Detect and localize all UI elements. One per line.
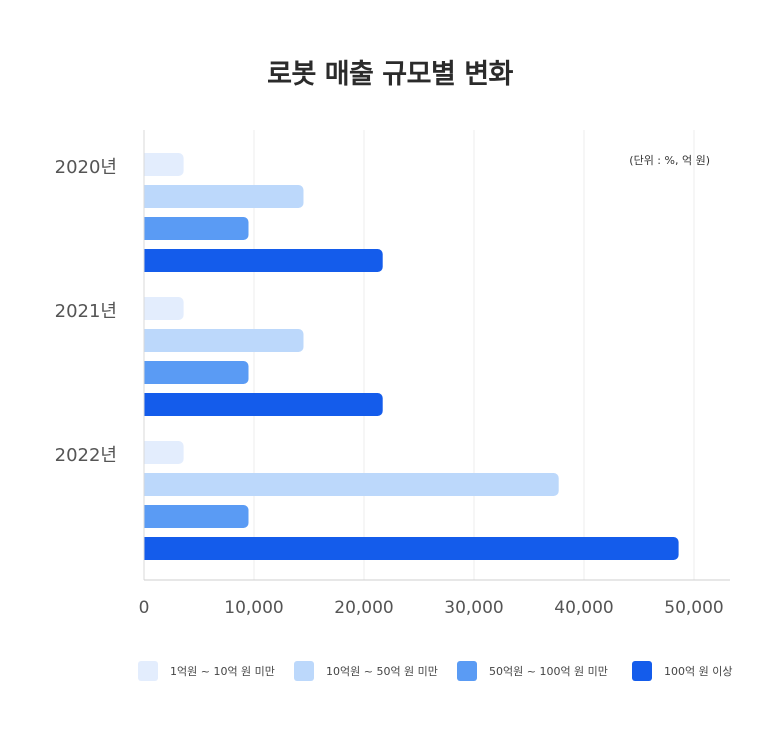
legend-item: 100억 원 이상 [632, 660, 732, 682]
x-tick-label: 40,000 [554, 598, 613, 618]
x-tick-label: 20,000 [334, 598, 393, 618]
bar [144, 297, 184, 320]
y-category-label: 2021년 [55, 301, 117, 322]
legend-item: 10억원 ~ 50억 원 미만 [294, 660, 438, 682]
chart-title: 로봇 매출 규모별 변화 [267, 59, 513, 90]
x-tick-label: 30,000 [444, 598, 503, 618]
unit-note: (단위 : %, 억 원) [629, 154, 710, 167]
bar [144, 249, 383, 272]
bar-base [144, 537, 150, 560]
x-tick-label: 0 [139, 598, 150, 618]
y-category-label: 2022년 [55, 445, 117, 466]
legend-item: 1억원 ~ 10억 원 미만 [138, 660, 275, 682]
x-tick-label: 10,000 [224, 598, 283, 618]
bar-base [144, 505, 150, 528]
legend-swatch [457, 661, 477, 681]
y-category-label: 2020년 [55, 157, 117, 178]
legend-label: 50억원 ~ 100억 원 미만 [489, 665, 608, 678]
legend-label: 10억원 ~ 50억 원 미만 [326, 665, 438, 678]
legend-swatch [138, 661, 158, 681]
bar-base [144, 473, 150, 496]
bar-base [144, 153, 150, 176]
x-tick-label: 50,000 [664, 598, 723, 618]
bar-base [144, 329, 150, 352]
bar [144, 505, 249, 528]
legend: 1억원 ~ 10억 원 미만 10억원 ~ 50억 원 미만 50억원 ~ 100억… [138, 660, 738, 682]
bar-base [144, 217, 150, 240]
bar [144, 185, 304, 208]
legend-item: 50억원 ~ 100억 원 미만 [457, 660, 608, 682]
bar-base [144, 297, 150, 320]
bar [144, 441, 184, 464]
bar-base [144, 249, 150, 272]
bar-base [144, 393, 150, 416]
bar [144, 473, 559, 496]
bar-base [144, 185, 150, 208]
legend-label: 100억 원 이상 [664, 665, 733, 678]
bar [144, 153, 184, 176]
legend-swatch [632, 661, 652, 681]
bar-base [144, 441, 150, 464]
legend-swatch [294, 661, 314, 681]
bar-base [144, 361, 150, 384]
bar [144, 537, 679, 560]
bar [144, 393, 383, 416]
bar [144, 217, 249, 240]
bar [144, 361, 249, 384]
bar [144, 329, 304, 352]
legend-label: 1억원 ~ 10억 원 미만 [170, 665, 275, 678]
